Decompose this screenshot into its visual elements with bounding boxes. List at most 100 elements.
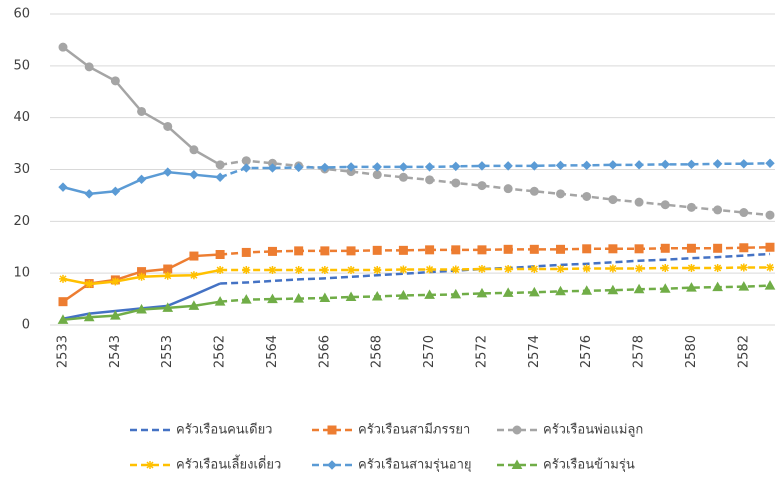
point	[659, 283, 671, 293]
point	[661, 263, 670, 272]
point	[372, 245, 382, 255]
x-tick-label: 2578	[632, 335, 647, 368]
point	[294, 266, 303, 275]
point	[240, 294, 252, 304]
point	[214, 296, 226, 306]
point	[634, 244, 644, 254]
point	[477, 161, 487, 171]
series-line	[220, 266, 770, 272]
point	[84, 189, 94, 199]
point	[188, 300, 200, 310]
point	[424, 289, 435, 299]
point	[738, 281, 750, 291]
point	[267, 246, 277, 256]
point	[582, 244, 592, 254]
point	[399, 265, 408, 274]
series-line	[219, 162, 771, 179]
x-tick-label: 2568	[370, 335, 385, 368]
point	[347, 266, 356, 275]
point	[477, 245, 487, 255]
point	[267, 163, 278, 173]
point	[712, 159, 723, 169]
point	[242, 266, 251, 275]
x-tick-label: 2570	[422, 335, 437, 368]
legend-marker	[327, 460, 337, 470]
point	[398, 289, 409, 300]
point	[425, 245, 435, 255]
point	[528, 286, 540, 297]
x-tick-label: 2533	[56, 335, 71, 368]
y-tick-label: 0	[22, 318, 30, 333]
point	[189, 271, 198, 280]
point	[764, 280, 776, 290]
point	[320, 266, 329, 275]
point	[215, 250, 225, 260]
point	[712, 281, 723, 292]
point	[241, 163, 252, 173]
point	[58, 42, 68, 52]
point	[319, 292, 331, 303]
point	[765, 158, 775, 168]
point	[686, 159, 697, 170]
point	[765, 210, 775, 220]
point	[451, 245, 461, 255]
point	[58, 182, 68, 192]
point	[189, 145, 199, 155]
x-tick-label: 2566	[317, 335, 332, 368]
legend-label: ครัวเรือนพ่อแม่ลูก	[543, 422, 643, 438]
point	[556, 265, 565, 274]
point	[293, 162, 304, 173]
point	[660, 159, 670, 170]
y-tick-label: 10	[13, 266, 30, 281]
legend-label: ครัวเรือนคนเดียว	[176, 422, 272, 438]
point	[110, 76, 120, 86]
point	[111, 277, 120, 286]
point	[502, 287, 514, 297]
point	[425, 175, 435, 185]
point	[739, 208, 749, 218]
legend-marker	[511, 459, 523, 469]
y-tick-label: 20	[13, 214, 30, 229]
legend-label: ครัวเรือนสามีภรรยา	[358, 422, 470, 438]
point	[765, 242, 775, 252]
x-tick-label: 2582	[736, 335, 751, 368]
point	[85, 280, 94, 289]
point	[110, 310, 121, 320]
point	[529, 244, 539, 254]
point	[371, 290, 383, 301]
point	[136, 303, 147, 314]
point	[83, 311, 95, 322]
point	[424, 162, 435, 172]
point	[555, 160, 566, 171]
point	[58, 297, 68, 307]
point	[608, 264, 617, 273]
point	[346, 162, 356, 172]
point	[372, 162, 382, 172]
legend-label: ครัวเรือนสามรุ่นอายุ	[358, 457, 472, 473]
x-tick-label: 2572	[474, 335, 489, 368]
point	[660, 200, 670, 210]
point	[372, 170, 382, 180]
point	[556, 244, 566, 254]
point	[581, 160, 592, 171]
point	[398, 162, 409, 172]
point	[189, 169, 199, 180]
point	[163, 167, 173, 177]
y-tick-label: 30	[13, 162, 30, 177]
series-line	[220, 246, 771, 256]
point	[215, 160, 225, 170]
x-tick-label: 2562	[213, 335, 228, 368]
point	[137, 272, 146, 281]
point	[660, 243, 670, 253]
point	[163, 121, 173, 131]
point	[608, 160, 618, 170]
point	[345, 291, 357, 302]
point	[766, 263, 774, 272]
series-line	[62, 282, 221, 321]
point	[503, 244, 513, 254]
point	[556, 189, 566, 199]
point	[477, 265, 486, 274]
x-tick-label: 2564	[265, 335, 280, 368]
point	[686, 202, 696, 212]
